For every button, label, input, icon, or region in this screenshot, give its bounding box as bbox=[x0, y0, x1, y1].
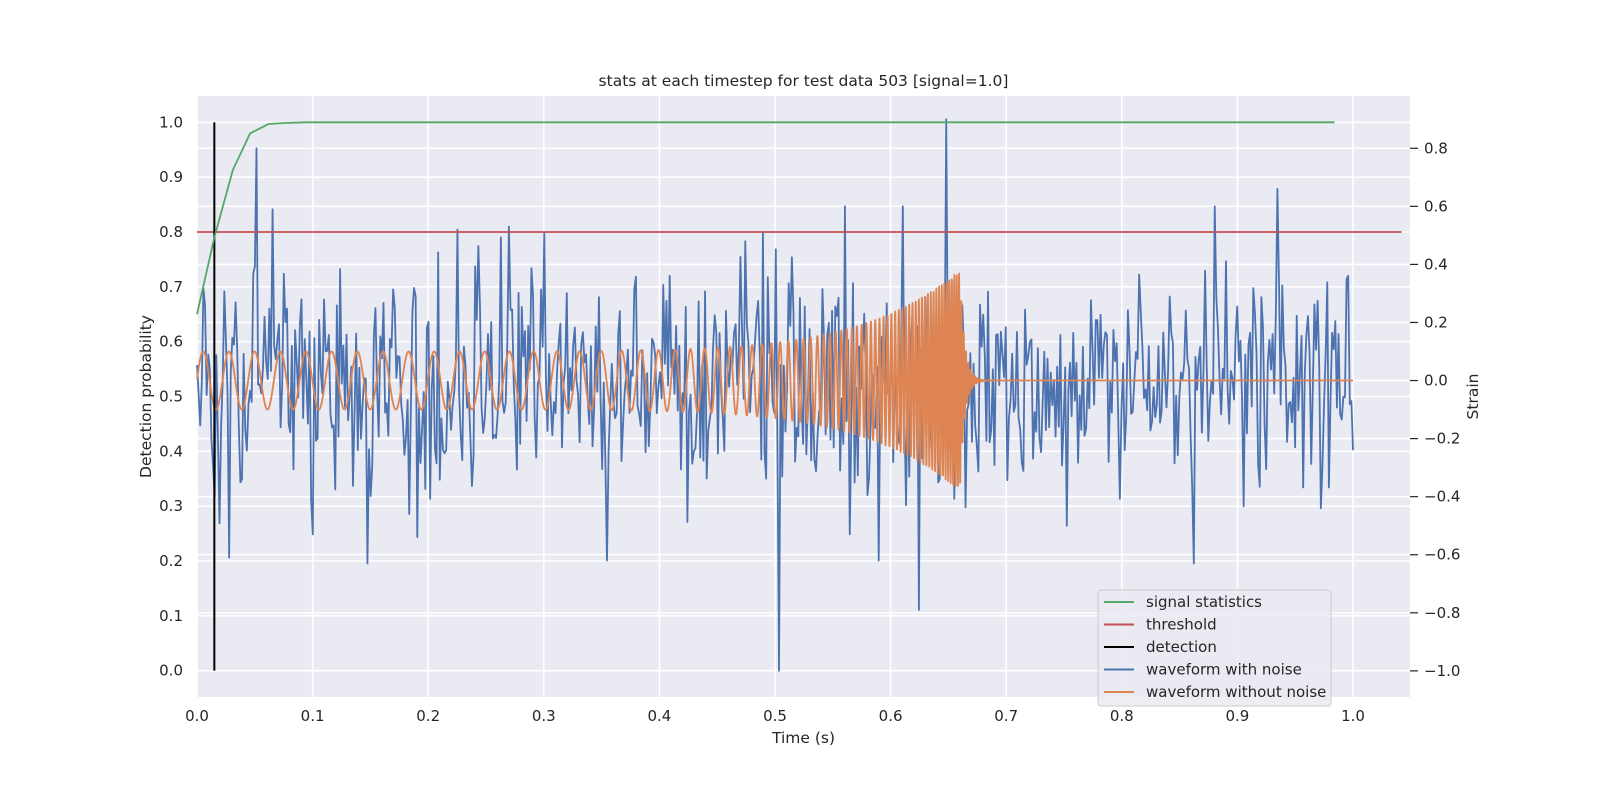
legend-label: waveform without noise bbox=[1146, 683, 1326, 701]
legend-label: threshold bbox=[1146, 616, 1217, 634]
y2-tick-label: 0.0 bbox=[1424, 372, 1448, 390]
x-axis-label: Time (s) bbox=[771, 729, 835, 747]
y-tick-label: 0.9 bbox=[159, 168, 183, 186]
y-tick-label: 0.1 bbox=[159, 607, 183, 625]
y2-tick-label: −0.8 bbox=[1424, 604, 1460, 622]
x-tick-label: 0.9 bbox=[1225, 707, 1249, 725]
legend: signal statistics threshold detection wavef… bbox=[1097, 589, 1332, 707]
x-tick-label: 0.4 bbox=[647, 707, 671, 725]
y-tick-label: 0.3 bbox=[159, 497, 183, 515]
y2-tick-label: 0.8 bbox=[1424, 139, 1448, 157]
y2-tick-label: 0.2 bbox=[1424, 313, 1448, 331]
legend-label: waveform with noise bbox=[1146, 661, 1302, 679]
y-tick-label: 0.5 bbox=[159, 388, 183, 406]
y2-tick-label: −0.4 bbox=[1424, 488, 1460, 506]
y-tick-label: 0.8 bbox=[159, 223, 183, 241]
x-tick-label: 1.0 bbox=[1341, 707, 1365, 725]
y2-tick-label: −0.6 bbox=[1424, 546, 1460, 564]
legend-label: detection bbox=[1146, 638, 1217, 656]
x-tick-label: 0.3 bbox=[532, 707, 556, 725]
y-tick-label: 1.0 bbox=[159, 113, 183, 131]
y2-axis-label: Strain bbox=[1464, 374, 1482, 420]
series-waveform-without-noise bbox=[196, 272, 1354, 488]
y-tick-label: 0.6 bbox=[159, 333, 183, 351]
legend-box bbox=[1097, 589, 1332, 707]
x-tick-label: 0.2 bbox=[416, 707, 440, 725]
y-tick-label: 0.7 bbox=[159, 278, 183, 296]
series-waveform-with-noise bbox=[196, 118, 1354, 672]
y-axis-label: Detection probability bbox=[137, 315, 155, 478]
y-tick-label: 0.4 bbox=[159, 442, 183, 460]
y-tick-label: 0.2 bbox=[159, 552, 183, 570]
axes: 0.0 0.1 0.2 0.3 0.4 0.5 0.6 0.7 0.8 0.9 1.0 0.0 0.1 0… bbox=[159, 113, 1460, 725]
x-tick-label: 0.1 bbox=[301, 707, 325, 725]
x-tick-label: 0.8 bbox=[1110, 707, 1134, 725]
y2-tick-label: −1.0 bbox=[1424, 662, 1460, 680]
y2-tick-label: −0.2 bbox=[1424, 430, 1460, 448]
series-layer bbox=[196, 118, 1402, 672]
y2-tick-label: 0.6 bbox=[1424, 197, 1448, 215]
legend-label: signal statistics bbox=[1146, 593, 1262, 611]
x-tick-label: 0.7 bbox=[994, 707, 1018, 725]
y-tick-label: 0.0 bbox=[159, 662, 183, 680]
y2-tick-label: 0.4 bbox=[1424, 255, 1448, 273]
series-signal-statistics bbox=[196, 121, 1335, 315]
chart-title: stats at each timestep for test data 503… bbox=[599, 72, 1009, 90]
x-tick-label: 0.5 bbox=[763, 707, 787, 725]
x-tick-label: 0.0 bbox=[185, 707, 209, 725]
x-tick-label: 0.6 bbox=[879, 707, 903, 725]
